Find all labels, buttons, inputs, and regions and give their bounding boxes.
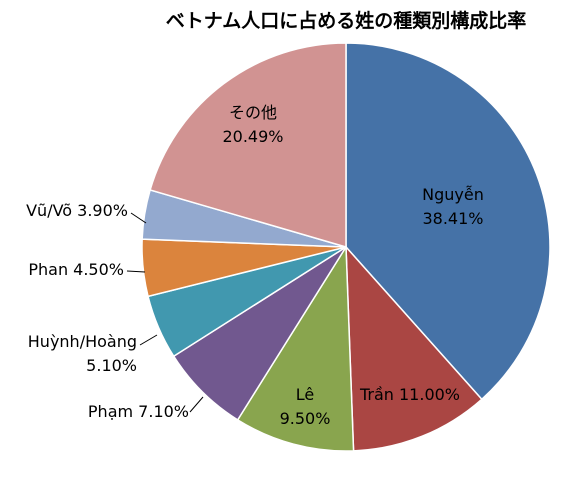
slice-labels: Nguyễn 38.41% Trần 11.00% Lê 9.50% Phạm 7.10%… <box>26 103 484 428</box>
slice-label: Trần 11.00% <box>359 385 460 404</box>
pie-slice <box>236 244 355 452</box>
leader-line <box>130 212 147 224</box>
slice-label: Huỳnh/Hoàng 5.10% <box>28 332 137 375</box>
slice-label: Lê 9.50% <box>280 385 331 428</box>
slice-label: Nguyễn 38.41% <box>422 185 484 228</box>
pie-slice <box>345 42 551 401</box>
leader-lines <box>126 212 204 413</box>
leader-line <box>139 334 158 346</box>
slice-label: Phan 4.50% <box>28 260 124 279</box>
pie-slice <box>149 42 347 248</box>
chart-title: ベトナム人口に占める姓の種類別構成比率 <box>166 9 526 32</box>
slice-label: Vũ/Võ 3.90% <box>26 201 128 220</box>
leader-line <box>189 396 204 413</box>
slice-label: その他 20.49% <box>222 103 283 146</box>
pie-slice <box>345 244 483 452</box>
slice-label: Phạm 7.10% <box>88 402 189 421</box>
pie-slices <box>141 42 551 452</box>
leader-line <box>126 270 146 273</box>
